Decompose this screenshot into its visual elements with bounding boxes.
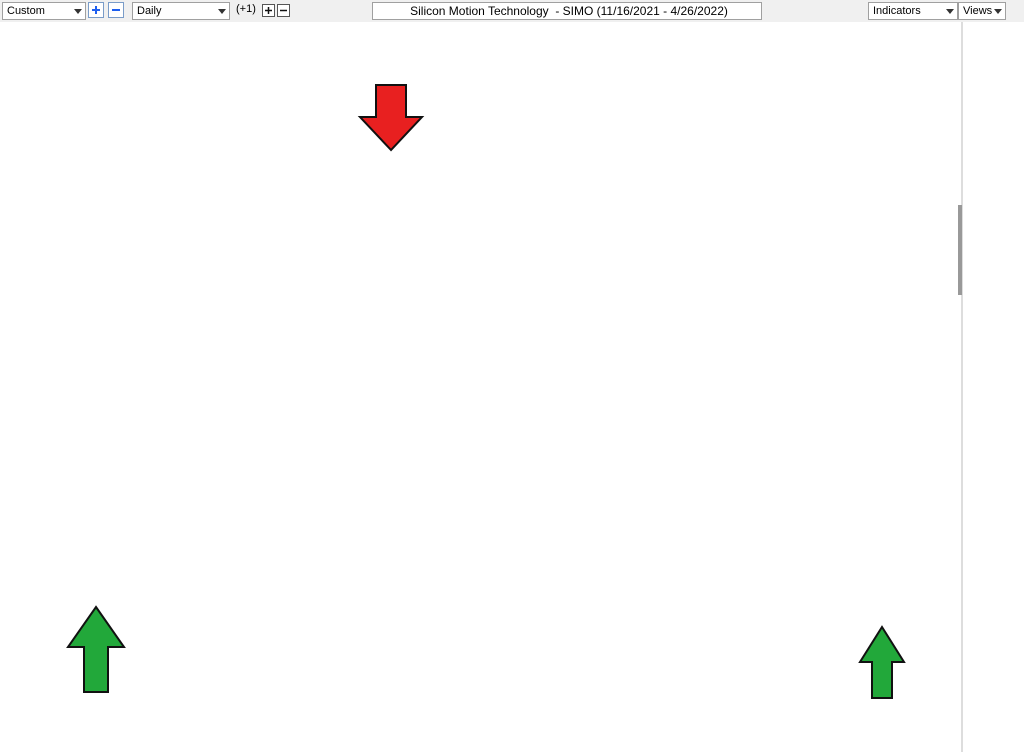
toolbar: Custom Daily (+1) Silicon Motion Technol… bbox=[0, 0, 1024, 23]
zoom-out[interactable] bbox=[108, 2, 124, 18]
views-menu[interactable]: Views bbox=[958, 2, 1006, 20]
interval-select[interactable]: Daily bbox=[132, 2, 230, 20]
offset-plus[interactable] bbox=[262, 4, 275, 17]
offset: (+1) bbox=[236, 3, 256, 15]
indicators-menu[interactable]: Indicators bbox=[868, 2, 958, 20]
down-arrow bbox=[357, 84, 425, 152]
chart-title: Silicon Motion Technology - SIMO (11/16/… bbox=[372, 2, 762, 20]
up-arrow bbox=[858, 625, 906, 699]
offset-minus[interactable] bbox=[277, 4, 290, 17]
layout-select[interactable]: Custom bbox=[2, 2, 86, 20]
chart bbox=[0, 22, 1024, 752]
up-arrow bbox=[66, 605, 126, 693]
scrollbar[interactable] bbox=[958, 205, 962, 295]
zoom-in[interactable] bbox=[88, 2, 104, 18]
background bbox=[0, 22, 1024, 752]
